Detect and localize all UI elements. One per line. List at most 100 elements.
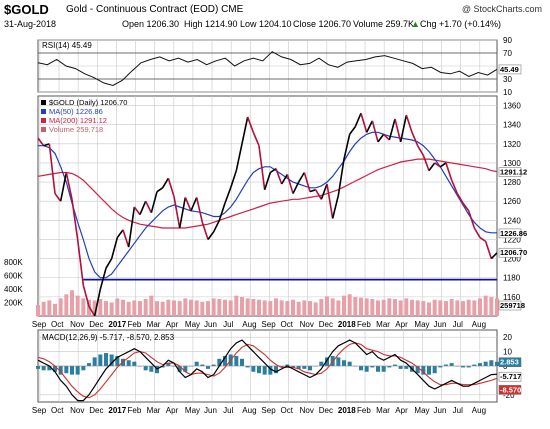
volume-bar <box>364 298 369 316</box>
macd-histogram-bar <box>194 361 199 366</box>
macd-histogram-bar <box>206 366 210 369</box>
macd-histogram-bar <box>404 366 409 369</box>
macd-histogram-bar <box>308 366 312 371</box>
volume-bar <box>432 299 437 316</box>
volume-bar <box>336 300 341 316</box>
price-line-segment <box>59 172 68 202</box>
price-line-segment <box>161 177 170 189</box>
macd-histogram-bar <box>41 366 46 371</box>
ma200-last-value-box <box>498 167 522 177</box>
x-tick-label: Oct <box>281 320 294 329</box>
price-tick-label: 1320 <box>503 140 521 149</box>
volume-bar <box>279 300 284 316</box>
price-line-segment <box>286 174 294 194</box>
macd-signal-last-value: -8.570 <box>500 385 521 394</box>
x-tick-label: 2017 <box>108 406 126 415</box>
macd-histogram-bar <box>483 361 488 366</box>
macd-histogram-bar <box>240 358 244 366</box>
price-line-segment <box>411 132 419 147</box>
macd-histogram-bar <box>115 355 120 366</box>
price-line-segment <box>150 191 158 213</box>
x-tick-label: 2018 <box>338 320 356 329</box>
price-line-segment <box>207 231 215 240</box>
open-value: Open 1206.30 <box>122 19 180 29</box>
macd-histogram-bar <box>325 357 329 366</box>
price-legend-entry: Volume 259,718 <box>49 125 103 134</box>
volume-bar <box>296 301 301 316</box>
volume-bar <box>121 299 125 316</box>
x-tick-label: Sep <box>261 406 276 415</box>
volume-last-value: 259718 <box>500 301 525 310</box>
price-line-segment <box>167 178 175 197</box>
x-tick-label: Oct <box>281 406 294 415</box>
price-line-segment <box>416 145 425 156</box>
price-line-segment <box>320 183 328 200</box>
x-tick-label: Jun <box>434 406 447 415</box>
x-tick-label: May <box>414 320 429 329</box>
price-panel: 1160 1180 1200 1220 1240 1260 1280 1300 1320 1340… <box>4 95 527 329</box>
macd-histogram-bar <box>319 361 324 366</box>
volume-bar <box>489 297 494 316</box>
volume-bar <box>217 299 222 316</box>
macd-histogram-bar <box>370 366 375 368</box>
volume-bar <box>36 305 40 316</box>
price-legend-entry: $GOLD (Daily) 1206.70 <box>49 98 127 107</box>
exchange-label: CME <box>221 4 244 15</box>
macd-histogram-bar <box>223 355 227 366</box>
volume-bar <box>47 300 52 316</box>
price-line-segment <box>484 241 493 259</box>
x-tick-label: Sep <box>32 406 47 415</box>
macd-histogram-bar <box>438 366 443 368</box>
volume-bar <box>155 301 159 316</box>
macd-histogram-bar <box>64 366 69 374</box>
price-line-segment <box>212 219 221 233</box>
price-line-segment <box>156 187 164 193</box>
macd-histogram-bar <box>398 366 403 369</box>
price-line-segment <box>343 134 351 160</box>
legend-swatch <box>41 127 46 132</box>
rsi-tick-label: 90 <box>503 36 512 45</box>
price-line-segment <box>490 252 498 260</box>
x-tick-label: Apr <box>166 320 179 329</box>
rsi-legend: RSI(14) 45.49 <box>42 41 92 50</box>
macd-histogram-bar <box>387 366 392 368</box>
macd-histogram-bar <box>81 366 86 371</box>
volume-bar <box>461 301 465 316</box>
price-line-segment <box>173 196 181 229</box>
legend-swatch <box>41 109 46 114</box>
legend-swatch <box>41 118 46 123</box>
volume-bar <box>58 298 63 316</box>
price-line-segment <box>439 162 447 168</box>
macd-histogram-bar <box>444 364 448 366</box>
volume-bar <box>262 300 267 316</box>
volume-bar <box>381 299 386 316</box>
macd-histogram-bar <box>364 366 369 372</box>
macd-histogram-bar <box>342 360 346 366</box>
volume-bar <box>245 298 250 316</box>
volume-bar <box>393 299 397 316</box>
x-tick-label: Aug <box>242 320 256 329</box>
x-tick-label: Apr <box>166 406 179 415</box>
price-line-segment <box>224 187 232 204</box>
macd-histogram-bar <box>126 360 131 366</box>
macd-histogram-bar <box>274 366 278 374</box>
volume-bar <box>376 300 380 316</box>
macd-signal-line <box>37 342 498 399</box>
macd-histogram-bar <box>143 366 148 371</box>
change-value: Chg +1.70 (+0.14%) <box>420 19 502 29</box>
macd-histogram-bar <box>92 357 97 366</box>
price-line-segment <box>241 116 249 144</box>
ma50-last-value: 1226.86 <box>500 229 527 238</box>
price-line-segment <box>354 112 362 127</box>
price-line-segment <box>93 289 102 317</box>
price-line-segment <box>473 227 481 238</box>
volume-bar <box>75 295 80 316</box>
macd-hist-last-value-box <box>498 357 522 367</box>
x-tick-label: Nov <box>70 406 84 415</box>
macd-histogram-bar <box>291 366 295 368</box>
x-tick-label: Feb <box>357 320 371 329</box>
price-line-segment <box>434 162 441 168</box>
volume-bar <box>138 301 142 316</box>
x-tick-label: Apr <box>395 320 408 329</box>
rsi-tick-label: 10 <box>503 88 512 97</box>
